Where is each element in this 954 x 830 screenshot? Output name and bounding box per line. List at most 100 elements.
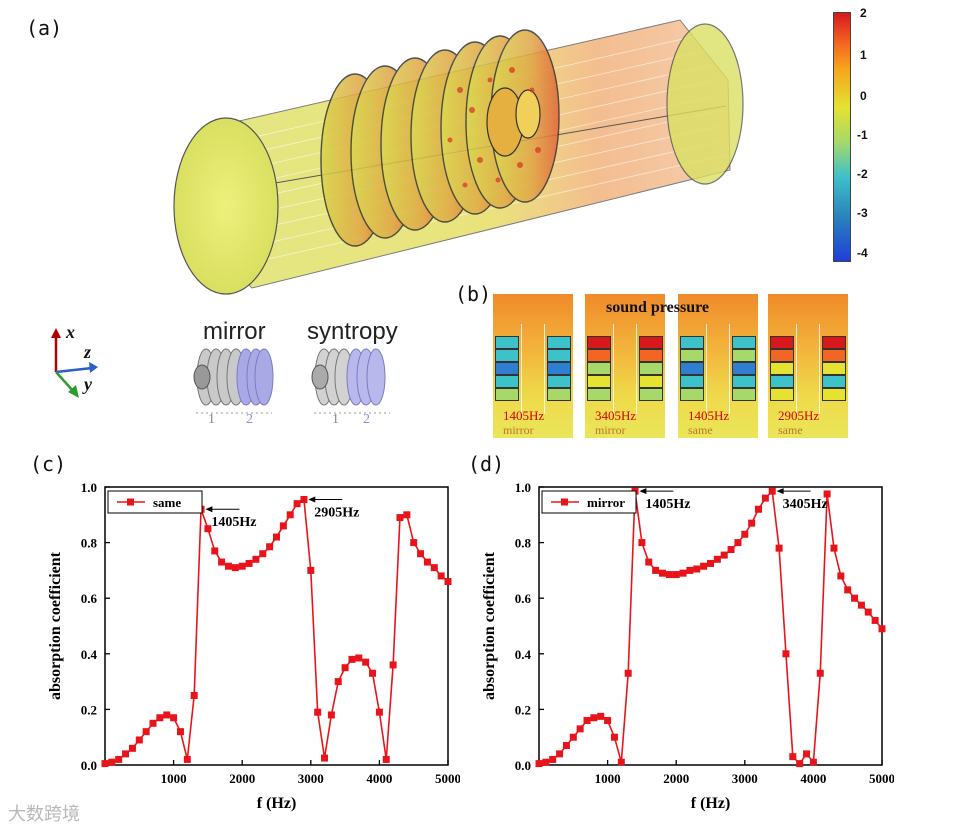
data-point bbox=[444, 578, 452, 586]
pressure-band bbox=[680, 375, 704, 388]
pressure-band bbox=[639, 388, 663, 401]
pressure-band bbox=[495, 362, 519, 375]
annotation-label: 1405Hz bbox=[645, 497, 690, 512]
sound-tile: 1405Hz same bbox=[678, 294, 758, 438]
data-point bbox=[645, 558, 653, 566]
y-tick-label: 0.4 bbox=[81, 647, 98, 662]
panel-label-b: (b) bbox=[455, 282, 492, 306]
data-point bbox=[652, 566, 660, 574]
y-tick-label: 0.2 bbox=[81, 702, 97, 717]
pressure-band bbox=[639, 349, 663, 362]
panel-label-c: (c) bbox=[30, 452, 67, 476]
data-point bbox=[727, 546, 735, 554]
tile-frequency: 1405Hz bbox=[688, 408, 730, 423]
pressure-band bbox=[732, 336, 756, 349]
legend-box bbox=[541, 490, 637, 514]
pressure-band bbox=[770, 362, 794, 375]
pressure-band bbox=[547, 388, 571, 401]
data-point bbox=[252, 555, 260, 563]
syntropy-part-2: 2 bbox=[363, 412, 370, 427]
pressure-band bbox=[547, 336, 571, 349]
data-point bbox=[163, 711, 171, 719]
pressure-band bbox=[639, 362, 663, 375]
center-channel bbox=[706, 324, 730, 414]
axis-z-label: z bbox=[84, 342, 92, 362]
data-point bbox=[583, 717, 591, 725]
data-point bbox=[423, 558, 431, 566]
tile-mode: same bbox=[688, 423, 713, 437]
data-point bbox=[218, 558, 226, 566]
data-point bbox=[190, 692, 198, 699]
y-tick-label: 0.8 bbox=[515, 536, 532, 551]
pressure-band bbox=[770, 375, 794, 388]
watermark: 大数跨境 bbox=[8, 804, 80, 824]
data-point bbox=[266, 543, 274, 551]
legend-marker bbox=[561, 498, 568, 506]
syntropy-coil bbox=[311, 348, 390, 414]
legend-marker bbox=[127, 498, 134, 506]
data-point bbox=[170, 714, 178, 722]
y-tick-label: 0.4 bbox=[515, 647, 532, 662]
data-point bbox=[101, 760, 109, 768]
pressure-band bbox=[732, 388, 756, 401]
colorbar-tick-m2: -2 bbox=[857, 167, 868, 181]
data-point bbox=[259, 550, 267, 558]
x-axis-title: f (Hz) bbox=[257, 795, 297, 812]
colorbar-tick-2: 2 bbox=[860, 6, 867, 20]
chart-mirror: 0.0 0.2 0.4 0.6 0.8 1.0 1000 2000 3000 4000 5000 f … bbox=[481, 480, 894, 812]
data-point bbox=[638, 539, 646, 547]
annotation-label: 3405Hz bbox=[783, 497, 828, 512]
data-point bbox=[700, 562, 708, 570]
tile-mode: mirror bbox=[503, 423, 534, 437]
x-tick-label: 3000 bbox=[298, 771, 324, 786]
data-point bbox=[108, 758, 116, 766]
data-point bbox=[549, 755, 557, 763]
mirror-title: mirror bbox=[203, 318, 266, 345]
data-point bbox=[224, 562, 232, 570]
colorbar-tick-m4: -4 bbox=[857, 246, 868, 260]
data-point bbox=[624, 669, 632, 677]
data-point bbox=[314, 708, 322, 716]
data-point bbox=[679, 569, 687, 577]
data-point bbox=[796, 760, 804, 768]
legend-label: same bbox=[153, 495, 181, 510]
data-point bbox=[597, 712, 605, 720]
data-point bbox=[149, 719, 157, 727]
pressure-band bbox=[587, 375, 611, 388]
colorbar-tick-m1: -1 bbox=[857, 128, 868, 142]
x-tick-label: 1000 bbox=[161, 771, 187, 786]
data-point bbox=[122, 750, 130, 758]
data-point bbox=[142, 728, 150, 736]
data-point bbox=[837, 572, 845, 580]
pressure-band bbox=[822, 349, 846, 362]
annotation-label: 2905Hz bbox=[314, 506, 359, 521]
data-point bbox=[334, 678, 342, 686]
data-point bbox=[403, 511, 411, 519]
syntropy-part-1: 1 bbox=[332, 412, 339, 427]
data-point bbox=[803, 750, 811, 758]
data-point bbox=[238, 562, 246, 570]
y-tick-label: 0.2 bbox=[515, 702, 531, 717]
sound-tile: 1405Hz mirror bbox=[493, 294, 573, 438]
data-point bbox=[430, 564, 438, 572]
data-point bbox=[128, 744, 136, 752]
x-tick-label: 5000 bbox=[435, 771, 460, 786]
data-point bbox=[734, 539, 742, 547]
data-point bbox=[135, 736, 143, 744]
data-point bbox=[362, 658, 370, 666]
x-axis-title: f (Hz) bbox=[691, 795, 731, 812]
data-point bbox=[707, 559, 714, 567]
y-axis-title: absorption coefficient bbox=[47, 551, 64, 700]
center-channel bbox=[613, 324, 637, 414]
data-point bbox=[417, 550, 425, 558]
mirror-coil bbox=[193, 348, 274, 414]
pressure-band bbox=[587, 362, 611, 375]
data-point bbox=[590, 714, 598, 722]
panel-label-a: (a) bbox=[26, 16, 63, 40]
panel-label-d: (d) bbox=[468, 452, 505, 476]
data-point bbox=[321, 754, 329, 762]
pressure-band bbox=[639, 336, 663, 349]
axis-x-label: x bbox=[66, 322, 75, 342]
data-point bbox=[382, 755, 390, 763]
data-point bbox=[720, 551, 728, 559]
